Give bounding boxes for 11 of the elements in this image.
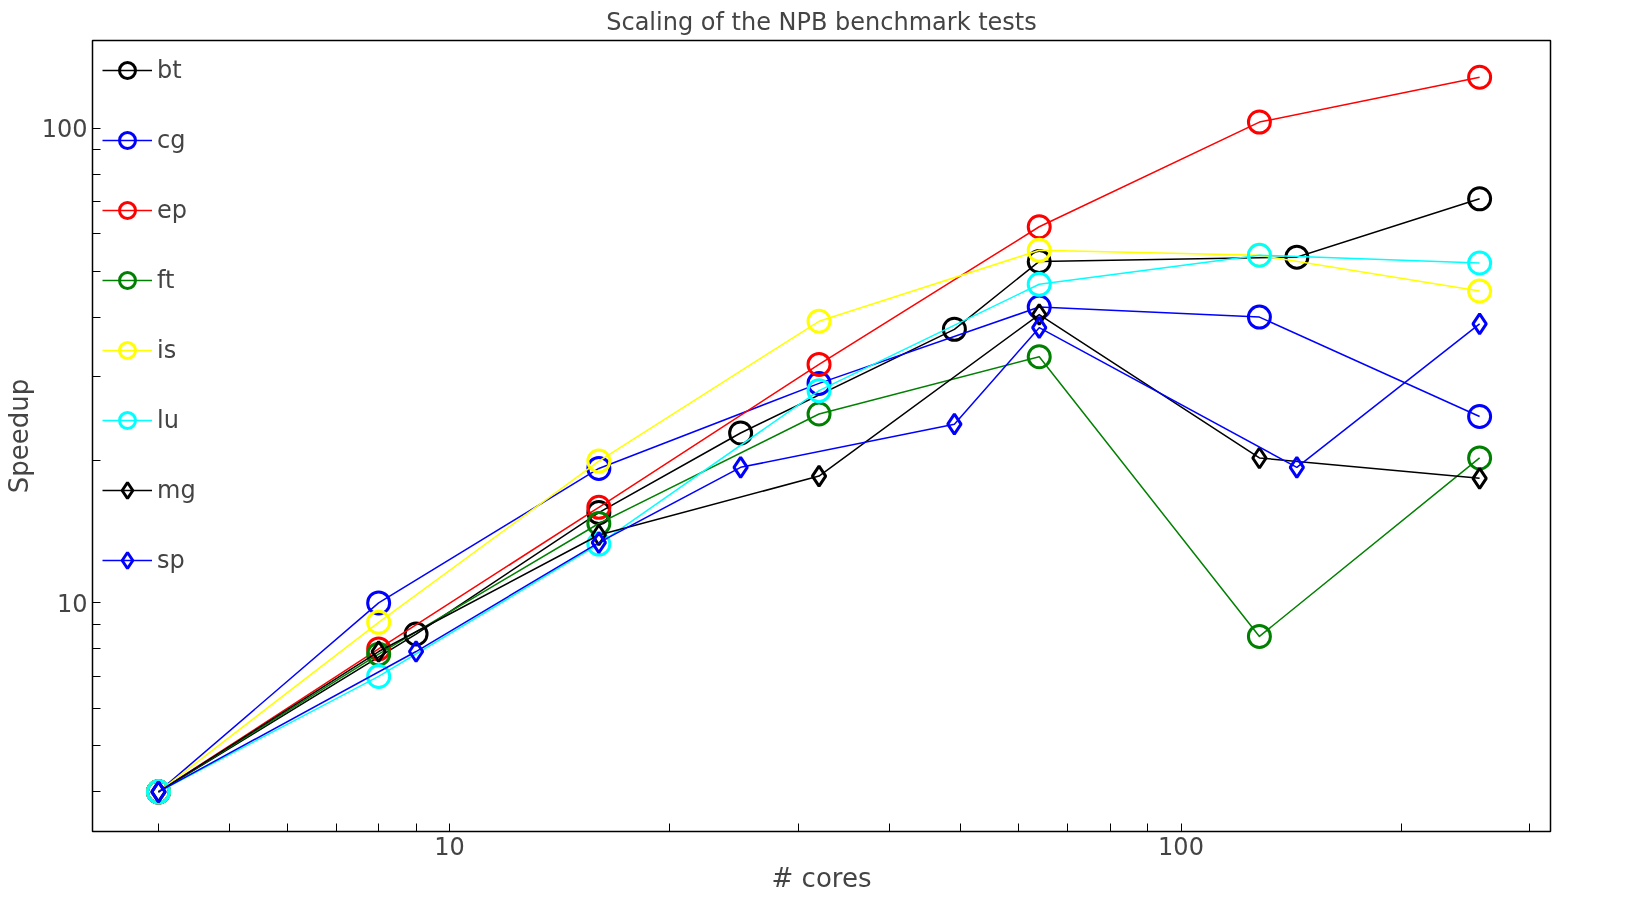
legend-label: ep	[157, 196, 187, 224]
x-axis-title: # cores	[771, 862, 872, 893]
legend-label: sp	[157, 546, 185, 574]
y-axis-title: Speedup	[3, 378, 34, 494]
legend-label: mg	[157, 476, 196, 504]
chart-title: Scaling of the NPB benchmark tests	[606, 7, 1037, 36]
legend-label: is	[157, 336, 177, 364]
legend-label: cg	[157, 126, 186, 154]
legend-label: bt	[157, 56, 182, 84]
legend-label: ft	[157, 266, 176, 294]
legend-label: lu	[157, 406, 179, 434]
